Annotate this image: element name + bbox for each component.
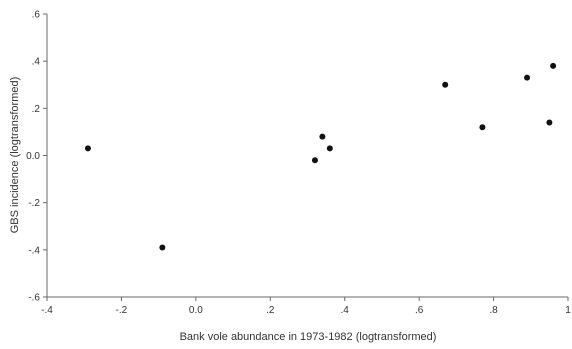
data-points (84, 62, 557, 251)
data-point (546, 119, 553, 126)
y-tick-label: -.2 (28, 198, 40, 209)
data-point (311, 157, 318, 164)
x-tick-label: .6 (415, 305, 424, 316)
y-axis-title: GBS incidence (logtransformed) (9, 77, 21, 234)
axes: -.4 -.2 0.0.2.4.6.8 1-.6-.4-.20.0.2.4.6 (26, 10, 571, 317)
data-point (319, 133, 326, 140)
x-tick-label: -.2 (116, 305, 128, 316)
data-point (524, 74, 531, 81)
y-tick-label: .4 (32, 57, 41, 68)
data-point (159, 244, 166, 251)
x-axis-title: Bank vole abundance in 1973-1982 (logtra… (180, 331, 437, 343)
x-tick-label: .2 (266, 305, 275, 316)
y-tick-label: 0.0 (26, 151, 40, 162)
x-tick-label: .8 (489, 305, 498, 316)
data-point (442, 81, 449, 88)
data-point (326, 145, 333, 152)
x-tick-label: 0.0 (189, 305, 203, 316)
y-tick-label: .2 (32, 104, 41, 115)
y-tick-label: -.4 (28, 245, 40, 256)
data-point (84, 145, 91, 152)
y-tick-label: -.6 (28, 293, 40, 304)
x-tick-label: 1 (565, 305, 571, 316)
x-tick-label: -.4 (41, 305, 53, 316)
x-tick-label: .4 (341, 305, 350, 316)
data-point (550, 62, 557, 69)
data-point (479, 124, 486, 131)
y-tick-label: .6 (32, 10, 41, 21)
